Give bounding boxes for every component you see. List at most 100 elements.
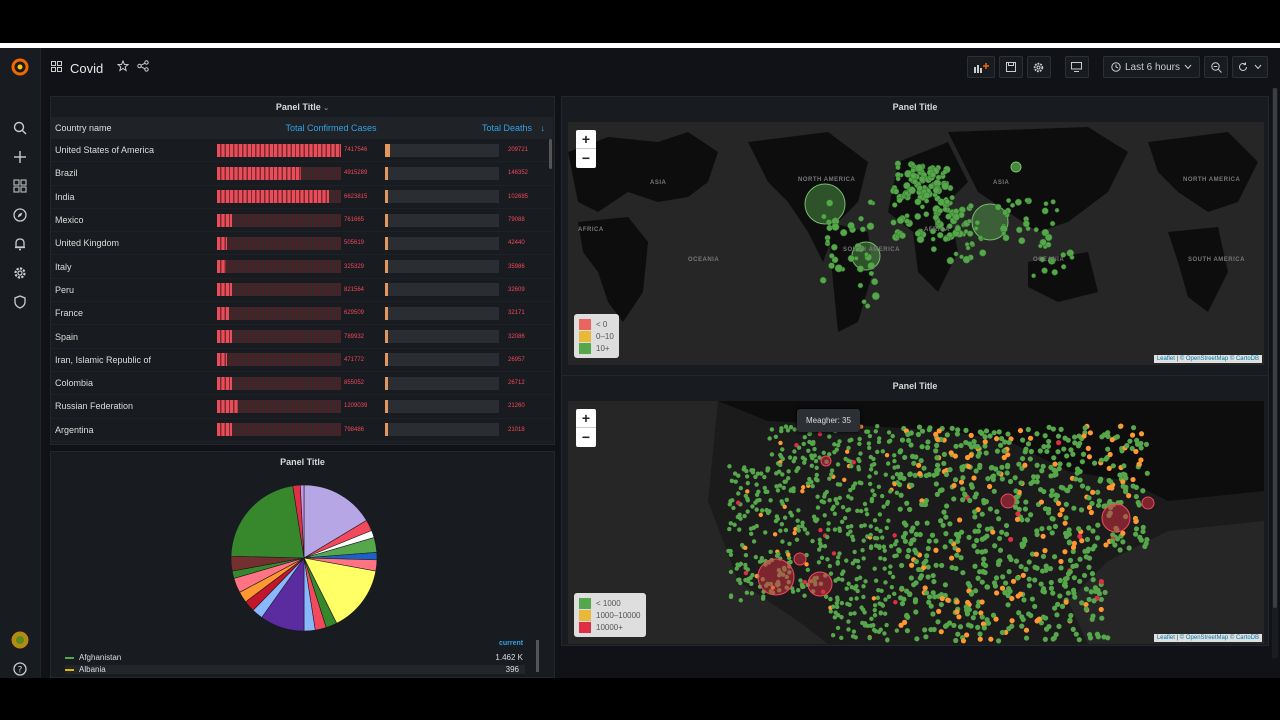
map-marker	[1121, 463, 1127, 469]
map-marker	[832, 615, 838, 620]
map-marker	[933, 481, 939, 487]
osm-link[interactable]: © OpenStreetMap	[1179, 356, 1229, 362]
map-marker	[864, 252, 869, 257]
leaflet-link[interactable]: Leaflet	[1156, 635, 1175, 641]
map-marker	[953, 637, 959, 644]
map-marker	[1095, 522, 1101, 528]
cases-cell: 1209039	[217, 399, 385, 413]
map-marker	[1033, 227, 1039, 233]
dashboards-grid-icon[interactable]	[10, 176, 30, 196]
map-marker	[940, 522, 946, 528]
map-marker	[958, 479, 965, 485]
column-header-country[interactable]: Country name	[55, 123, 112, 133]
map-marker	[999, 629, 1006, 636]
help-question-icon[interactable]: ?	[10, 659, 30, 679]
configuration-gear-icon[interactable]	[10, 263, 30, 283]
map-marker	[967, 203, 974, 209]
alerting-bell-icon[interactable]	[10, 234, 30, 254]
legend-item-albania[interactable]: Albania 396	[65, 665, 525, 674]
save-dashboard-button[interactable]	[998, 56, 1023, 78]
map-marker	[791, 488, 796, 494]
map-marker	[1048, 585, 1055, 591]
us-map[interactable]: + − Meagher: 35 < 1000 1000–10000 10000+…	[568, 401, 1264, 644]
pie-panel-title[interactable]: Panel Title	[280, 457, 325, 467]
map-marker	[971, 543, 977, 549]
dashboard-settings-button[interactable]	[1026, 56, 1051, 78]
grafana-logo-icon[interactable]	[10, 57, 30, 77]
share-icon[interactable]	[137, 59, 149, 77]
search-icon[interactable]	[10, 118, 30, 138]
map-marker	[876, 484, 882, 490]
pie-slice[interactable]	[299, 484, 305, 559]
zoom-in-button[interactable]: +	[576, 130, 596, 149]
map-marker	[938, 601, 944, 608]
us-map-title[interactable]: Panel Title	[892, 381, 938, 391]
server-admin-shield-icon[interactable]	[10, 292, 30, 312]
map-marker	[832, 442, 837, 447]
page-scrollbar[interactable]	[1272, 88, 1278, 658]
add-panel-button[interactable]	[966, 56, 995, 78]
create-plus-icon[interactable]	[10, 147, 30, 167]
map-marker	[1098, 579, 1104, 585]
map-marker	[828, 262, 835, 269]
map-marker	[1051, 269, 1058, 276]
map-marker	[829, 468, 835, 473]
explore-compass-icon[interactable]	[10, 205, 30, 225]
map-marker	[733, 479, 738, 484]
zoom-out-button[interactable]: −	[581, 150, 591, 166]
star-icon[interactable]	[116, 59, 130, 77]
osm-link[interactable]: © OpenStreetMap	[1179, 635, 1229, 641]
cases-gauge	[217, 236, 341, 250]
carto-link[interactable]: © CartoDB	[1229, 635, 1259, 641]
pie-slice[interactable]	[303, 484, 367, 559]
world-map[interactable]: ASIA NORTH AMERICA AFRICA SOUTH AMERICA …	[568, 122, 1264, 365]
map-marker	[1072, 440, 1078, 446]
map-marker	[983, 428, 990, 434]
map-marker	[1055, 500, 1062, 506]
map-marker	[942, 582, 949, 588]
column-header-cases[interactable]: Total Confirmed Cases	[285, 123, 377, 133]
map-marker	[827, 498, 832, 503]
map-marker	[943, 514, 949, 520]
map-marker	[948, 555, 955, 561]
cycle-view-mode-button[interactable]	[1064, 56, 1089, 78]
zoom-out-button[interactable]: −	[581, 429, 591, 445]
legend-item-afghanistan[interactable]: Afghanistan 1.462 K	[65, 653, 525, 662]
map-marker	[1034, 474, 1041, 480]
map-marker	[773, 434, 779, 439]
table-panel-title[interactable]: Panel Title ⌄	[275, 102, 330, 112]
zoom-in-button[interactable]: +	[576, 409, 596, 428]
map-marker	[908, 430, 914, 436]
user-avatar[interactable]	[10, 630, 30, 650]
map-marker	[853, 635, 858, 640]
map-marker	[882, 631, 887, 636]
map-marker	[849, 464, 854, 469]
map-marker	[864, 511, 870, 517]
us-map-zoom-control: + −	[576, 409, 596, 447]
world-map-title[interactable]: Panel Title	[892, 102, 938, 112]
map-marker	[1041, 207, 1049, 215]
pie-slice[interactable]	[230, 485, 305, 559]
map-marker	[896, 216, 905, 225]
dashboard-title[interactable]: Covid	[70, 60, 104, 76]
pie-slice[interactable]	[303, 557, 377, 624]
page-scrollbar-thumb[interactable]	[1273, 88, 1277, 608]
table-scrollbar[interactable]	[549, 139, 552, 169]
map-marker	[982, 439, 988, 445]
map-marker	[938, 518, 944, 524]
refresh-button[interactable]	[1232, 56, 1268, 78]
zoom-out-time-button[interactable]	[1204, 56, 1228, 78]
screen-bottom-bezel	[0, 678, 1280, 720]
carto-link[interactable]: © CartoDB	[1229, 356, 1259, 362]
map-marker	[907, 506, 913, 513]
map-marker	[1133, 526, 1140, 532]
leaflet-link[interactable]: Leaflet	[1156, 356, 1175, 362]
map-marker	[857, 575, 863, 580]
map-marker	[915, 566, 922, 573]
map-marker	[918, 458, 924, 464]
legend-scrollbar[interactable]	[536, 640, 539, 672]
legend-swatch	[65, 668, 74, 671]
time-range-picker[interactable]: Last 6 hours	[1102, 56, 1200, 78]
column-header-deaths[interactable]: Total Deaths ↓	[481, 123, 545, 133]
legend-header-current[interactable]: current	[499, 640, 524, 647]
